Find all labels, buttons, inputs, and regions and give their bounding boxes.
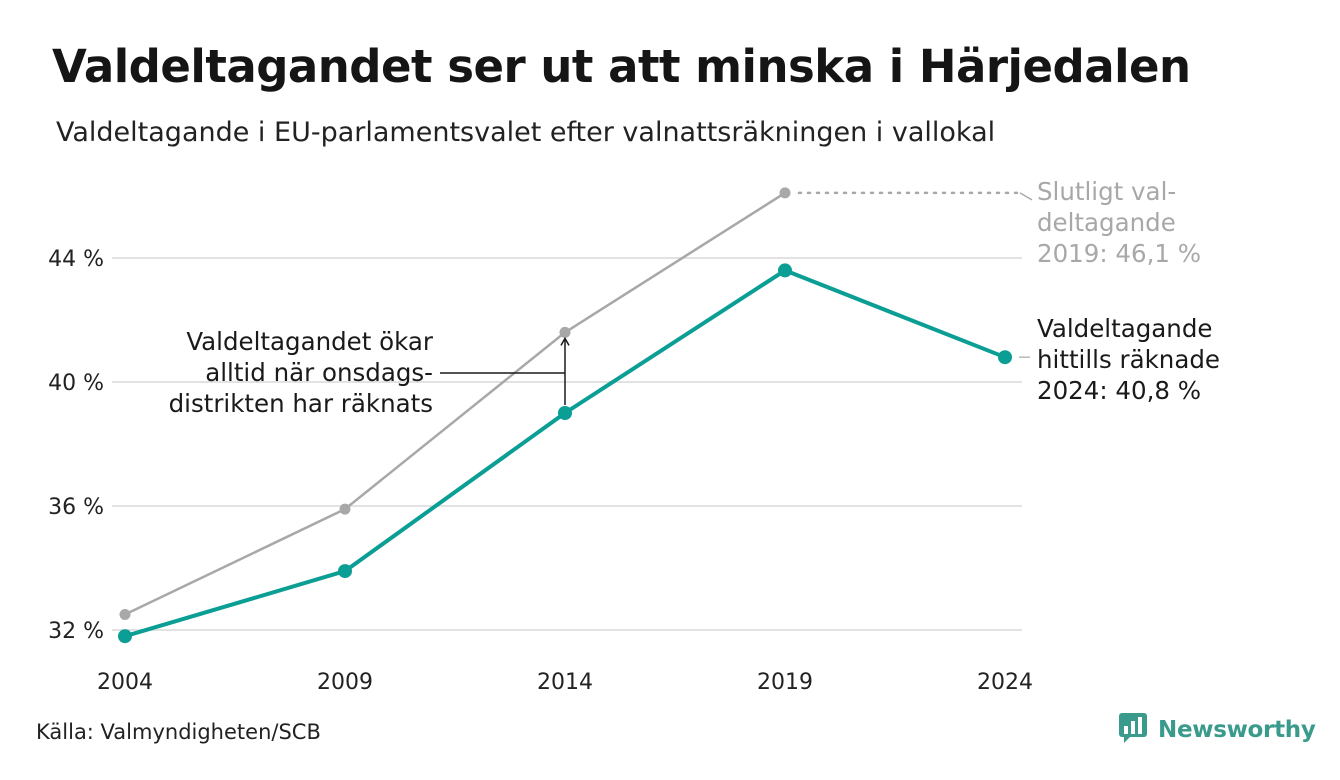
y-tick-label: 36 % bbox=[48, 495, 104, 520]
data-point-election-night bbox=[558, 406, 572, 420]
x-tick-label: 2014 bbox=[537, 670, 593, 695]
x-tick-label: 2019 bbox=[757, 670, 813, 695]
gridlines bbox=[112, 257, 1022, 631]
annotation-wednesday-arrow-head bbox=[560, 336, 570, 346]
y-axis-ticks: 32 % 36 % 40 % 44 % bbox=[48, 247, 104, 644]
chart-title: Valdeltagandet ser ut att minska i Härje… bbox=[52, 40, 1191, 93]
x-tick-label: 2004 bbox=[97, 670, 153, 695]
annotation-2024-line: 2024: 40,8 % bbox=[1037, 376, 1201, 405]
annotation-wednesday-line: Valdeltagandet ökar bbox=[186, 327, 434, 356]
annotation-wednesday-line: alltid när onsdags- bbox=[205, 358, 433, 387]
series-line-final bbox=[123, 191, 787, 616]
y-tick-label: 32 % bbox=[48, 619, 104, 644]
source-note: Källa: Valmyndigheten/SCB bbox=[36, 720, 321, 744]
series-line-election-night bbox=[123, 268, 1007, 639]
data-point-final bbox=[339, 503, 351, 515]
data-point-final bbox=[559, 326, 571, 338]
x-tick-label: 2009 bbox=[317, 670, 373, 695]
annotation-final-2019-line: Slutligt val- bbox=[1037, 177, 1176, 206]
annotation-final-2019-line: 2019: 46,1 % bbox=[1037, 239, 1201, 268]
data-point-election-night bbox=[118, 629, 132, 644]
x-tick-label: 2024 bbox=[977, 670, 1033, 695]
data-point-election-night bbox=[778, 263, 792, 278]
data-point-final bbox=[779, 187, 791, 199]
newsworthy-logo-icon bbox=[1118, 712, 1148, 748]
annotation-2024-line: hittills räknade bbox=[1037, 345, 1220, 374]
y-tick-label: 40 % bbox=[48, 371, 104, 396]
annotation-final-2019-line: deltagande bbox=[1037, 208, 1176, 237]
data-point-election-night bbox=[338, 564, 352, 579]
data-point-final bbox=[119, 609, 131, 620]
data-point-election-night bbox=[998, 350, 1012, 365]
brand-logo: Newsworthy bbox=[1118, 712, 1316, 748]
annotation-leader-final-tick bbox=[1019, 192, 1033, 201]
x-axis-ticks: 2004 2009 2014 2019 2024 bbox=[97, 670, 1033, 695]
annotation-wednesday-line: distrikten har räknats bbox=[169, 389, 433, 418]
annotation-2024-line: Valdeltagande bbox=[1037, 314, 1212, 343]
brand-name: Newsworthy bbox=[1158, 717, 1316, 743]
chart-subtitle: Valdeltagande i EU-parlamentsvalet efter… bbox=[56, 117, 996, 148]
y-tick-label: 44 % bbox=[48, 247, 104, 272]
series-layer bbox=[118, 187, 1012, 644]
